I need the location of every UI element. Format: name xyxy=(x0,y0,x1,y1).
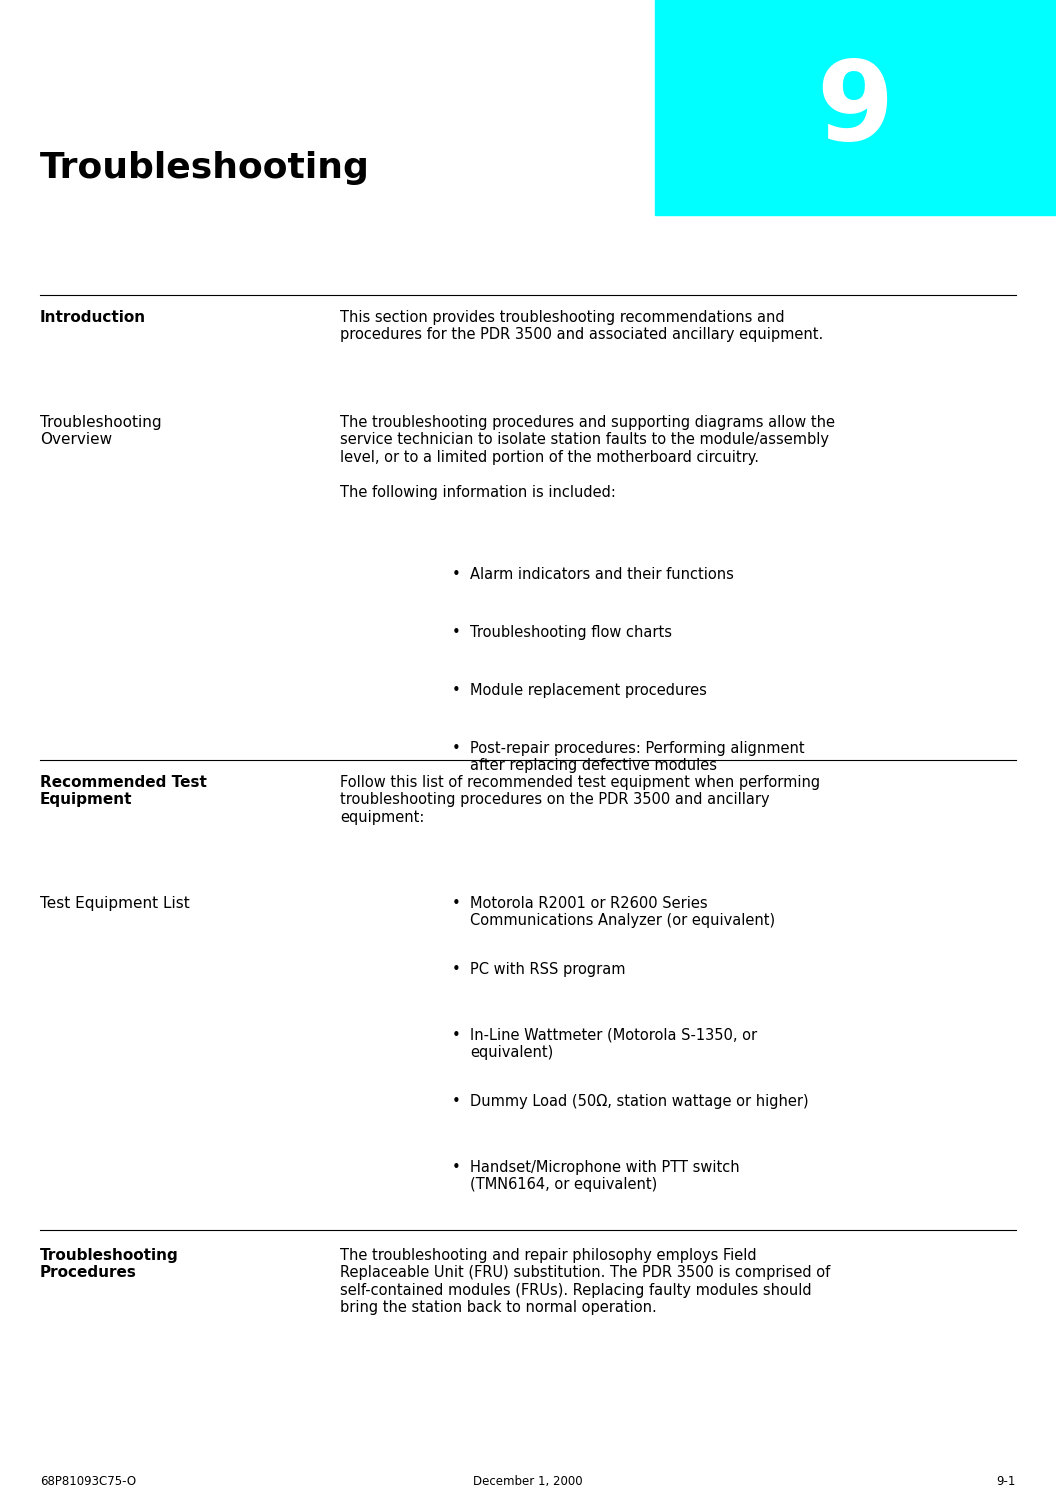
Text: The troubleshooting and repair philosophy employs Field
Replaceable Unit (FRU) s: The troubleshooting and repair philosoph… xyxy=(340,1247,830,1315)
Text: Troubleshooting: Troubleshooting xyxy=(40,150,370,185)
Text: In-Line Wattmeter (Motorola S-1350, or
equivalent): In-Line Wattmeter (Motorola S-1350, or e… xyxy=(470,1028,757,1061)
Text: The troubleshooting procedures and supporting diagrams allow the
service technic: The troubleshooting procedures and suppo… xyxy=(340,415,835,499)
Text: 68P81093C75-O: 68P81093C75-O xyxy=(40,1474,136,1488)
Text: Handset/Microphone with PTT switch
(TMN6164, or equivalent): Handset/Microphone with PTT switch (TMN6… xyxy=(470,1160,739,1192)
Text: Motorola R2001 or R2600 Series
Communications Analyzer (or equivalent): Motorola R2001 or R2600 Series Communica… xyxy=(470,896,775,929)
Text: Dummy Load (50Ω, station wattage or higher): Dummy Load (50Ω, station wattage or high… xyxy=(470,1094,809,1109)
Text: This section provides troubleshooting recommendations and
procedures for the PDR: This section provides troubleshooting re… xyxy=(340,310,824,343)
Text: Troubleshooting
Procedures: Troubleshooting Procedures xyxy=(40,1247,178,1281)
Text: 9-1: 9-1 xyxy=(997,1474,1016,1488)
Text: Follow this list of recommended test equipment when performing
troubleshooting p: Follow this list of recommended test equ… xyxy=(340,776,821,825)
Bar xyxy=(655,0,1056,215)
Text: 9: 9 xyxy=(816,57,893,164)
Text: Introduction: Introduction xyxy=(40,310,146,325)
Text: •: • xyxy=(452,962,460,977)
Text: Troubleshooting ﬂow charts: Troubleshooting ﬂow charts xyxy=(470,625,672,640)
Text: Module replacement procedures: Module replacement procedures xyxy=(470,682,706,697)
Text: •: • xyxy=(452,625,460,640)
Text: Recommended Test
Equipment: Recommended Test Equipment xyxy=(40,776,207,807)
Text: Troubleshooting
Overview: Troubleshooting Overview xyxy=(40,415,162,448)
Text: Test Equipment List: Test Equipment List xyxy=(40,896,190,911)
Text: Alarm indicators and their functions: Alarm indicators and their functions xyxy=(470,567,734,582)
Text: •: • xyxy=(452,1094,460,1109)
Text: PC with RSS program: PC with RSS program xyxy=(470,962,625,977)
Text: •: • xyxy=(452,896,460,911)
Text: Post-repair procedures: Performing alignment
after replacing defective modules: Post-repair procedures: Performing align… xyxy=(470,741,805,774)
Text: •: • xyxy=(452,1028,460,1043)
Text: •: • xyxy=(452,567,460,582)
Text: •: • xyxy=(452,682,460,697)
Text: •: • xyxy=(452,741,460,756)
Text: December 1, 2000: December 1, 2000 xyxy=(473,1474,583,1488)
Text: •: • xyxy=(452,1160,460,1175)
